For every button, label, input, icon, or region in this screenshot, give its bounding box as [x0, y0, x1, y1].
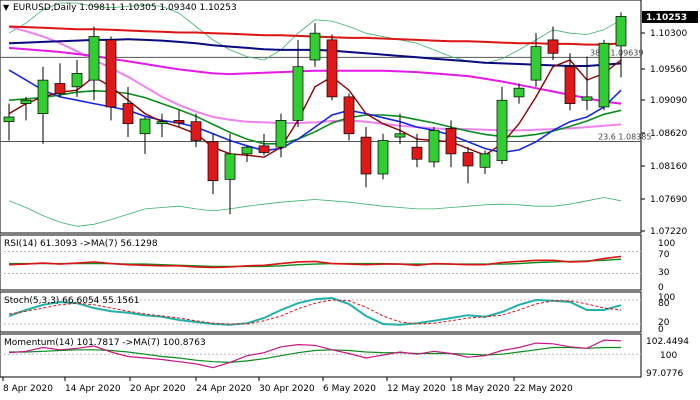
momentum-panel-frame: [0, 333, 642, 378]
bear-candle: [462, 152, 474, 167]
bull-candle: [598, 42, 610, 108]
bull-candle: [292, 66, 304, 121]
price-tick: 1.07220: [650, 227, 687, 237]
price-tick: 1.07690: [650, 195, 687, 205]
rsi-line: [8, 255, 622, 269]
bear-candle: [445, 128, 457, 155]
fib-382-label: 38.2 1.09639: [590, 48, 643, 57]
bear-candle: [207, 141, 219, 182]
momentum-lines: [0, 339, 641, 369]
chart-title-arrow: ▼: [3, 3, 10, 12]
momentum-tick: 100: [660, 351, 677, 361]
rsi-axis: 100 70 30 0: [658, 239, 675, 293]
bb-lower-line: [8, 197, 622, 227]
bull-candle: [581, 96, 593, 101]
stoch-tick: 100: [658, 293, 675, 303]
date-tick: 8 Apr 2020: [3, 384, 53, 394]
bull-candle: [156, 121, 168, 125]
momentum-tick: 97.0776: [646, 369, 683, 379]
bear-candle: [343, 96, 355, 135]
date-tick: 30 Apr 2020: [259, 384, 315, 394]
bear-candle: [173, 120, 185, 124]
momentum-line: [8, 339, 622, 369]
date-tick: 20 Apr 2020: [130, 384, 186, 394]
price-tick: 1.10300: [650, 29, 687, 39]
bear-candle: [564, 66, 576, 104]
bear-candle: [411, 146, 423, 160]
date-tick: 14 Apr 2020: [65, 384, 121, 394]
bull-candle: [377, 140, 389, 175]
bull-candle: [224, 153, 236, 180]
bull-candle: [309, 32, 321, 61]
time-axis: 8 Apr 2020 14 Apr 2020 20 Apr 2020 24 Ap…: [0, 376, 641, 394]
rsi-tick: 30: [658, 268, 670, 278]
bear-candle: [122, 103, 134, 125]
bull-candle: [428, 130, 440, 163]
price-tick: 1.08160: [650, 162, 687, 172]
stoch-d-line: [8, 299, 622, 325]
svg-text:1.10253: 1.10253: [646, 13, 687, 23]
date-tick: 6 May 2020: [323, 384, 376, 394]
rsi-tick: 0: [658, 283, 664, 293]
rsi-tick: 70: [658, 250, 670, 260]
stoch-tick: 20: [658, 318, 670, 328]
bear-candle: [190, 121, 202, 141]
bull-candle: [88, 36, 100, 81]
chart-title: EURUSD,Daily 1.09811 1.10305 1.09340 1.1…: [13, 3, 237, 13]
date-tick: 22 May 2020: [514, 384, 573, 394]
rsi-label: RSI(14) 61.3093 ->MA(7) 56.1298: [4, 239, 158, 249]
stoch-label: Stoch(5,3,3) 66.6054 55.1561: [4, 296, 139, 306]
momentum-label: Momentum(14) 101.7817 ->MA(7) 100.8763: [4, 338, 206, 348]
bear-candle: [547, 39, 559, 54]
price-tick: 1.08620: [650, 129, 687, 139]
bull-candle: [496, 99, 508, 161]
current-price-badge: 1.10253: [642, 11, 698, 23]
bull-candle: [394, 133, 406, 138]
price-tick: 1.09560: [650, 65, 687, 75]
price-panel-frame: [0, 0, 642, 234]
date-tick: 24 Apr 2020: [196, 384, 252, 394]
bear-candle: [54, 83, 66, 94]
price-axis: 1.10300 1.09560 1.09090 1.08620 1.08160 …: [641, 29, 687, 237]
momentum-ma-line: [9, 346, 621, 364]
stoch-axis: 100 80 20 0: [658, 293, 675, 335]
bull-candle: [71, 73, 83, 88]
fib-236-label: 23.6 1.08385: [598, 132, 651, 141]
rsi-lines: [0, 251, 641, 274]
bear-candle: [360, 136, 372, 175]
bull-candle: [615, 16, 627, 47]
momentum-tick: 102.4494: [646, 337, 689, 347]
bull-candle: [3, 116, 15, 123]
bull-candle: [241, 146, 253, 155]
bull-candle: [479, 153, 491, 168]
bull-candle: [530, 46, 542, 81]
rsi-tick: 100: [658, 239, 675, 249]
stoch-k-line: [8, 296, 622, 326]
bull-candle: [139, 118, 151, 135]
price-tick: 1.09090: [650, 96, 687, 106]
momentum-axis: 102.4494 100 97.0776: [646, 337, 689, 379]
bull-candle: [37, 79, 49, 114]
date-tick: 12 May 2020: [387, 384, 446, 394]
bb-upper-line: [8, 2, 622, 64]
bear-candle: [105, 39, 117, 108]
bear-candle: [258, 145, 270, 153]
stoch-lines: [0, 296, 641, 326]
bull-candle: [20, 99, 32, 104]
bull-candle: [275, 120, 287, 148]
bollinger-bands: [8, 2, 622, 227]
bull-candle: [513, 87, 525, 98]
date-tick: 18 May 2020: [451, 384, 510, 394]
bear-candle: [326, 39, 338, 98]
stoch-tick: 0: [658, 325, 664, 335]
candlesticks: [3, 12, 627, 215]
stoch-tick: 80: [658, 299, 670, 309]
